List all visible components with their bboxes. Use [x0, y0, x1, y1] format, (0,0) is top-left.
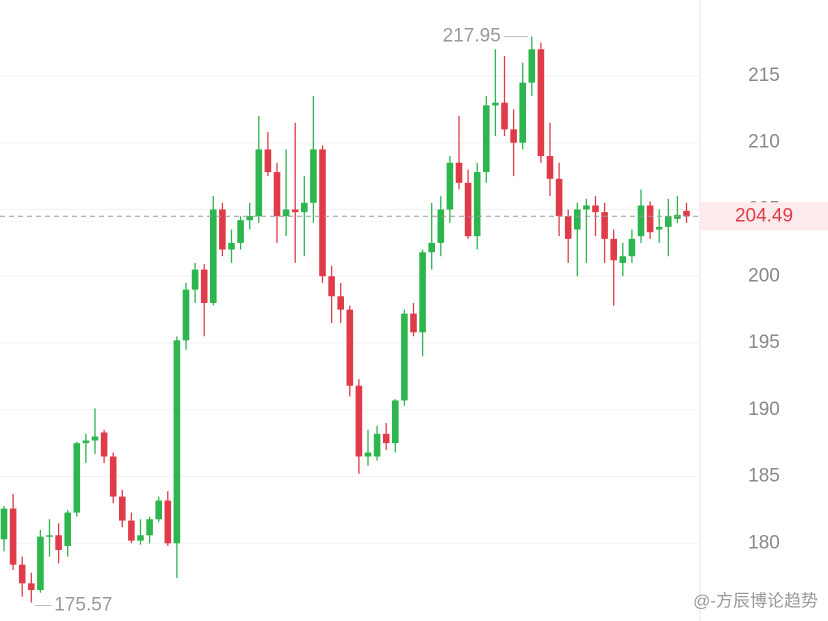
candle-body	[182, 289, 190, 341]
candle-body	[473, 172, 481, 237]
candle-body	[665, 216, 672, 227]
candle-body	[564, 216, 572, 239]
candle-body	[419, 252, 426, 333]
candle-body	[528, 49, 536, 83]
candle-body	[219, 209, 226, 250]
candle-body	[28, 583, 35, 591]
candle-body	[537, 49, 545, 157]
candle-body	[410, 313, 417, 333]
candle-body	[319, 149, 326, 277]
candle-body	[646, 205, 654, 233]
candle-body	[282, 209, 290, 217]
candle-body	[628, 238, 636, 257]
candle-body	[146, 519, 153, 536]
candle-body	[446, 162, 454, 210]
max-label: 217.95	[443, 26, 501, 47]
candle-body	[492, 102, 499, 106]
y-tick-label: 200	[748, 265, 780, 286]
candle-body	[574, 209, 581, 230]
candle-body	[228, 242, 235, 250]
candle-body	[464, 182, 472, 237]
candle-body	[255, 149, 263, 217]
last-price-box	[700, 202, 828, 231]
candle-body	[364, 452, 372, 457]
candle-body	[291, 209, 299, 213]
candle-body	[155, 500, 162, 520]
y-tick-label: 190	[748, 399, 780, 420]
candle-body	[46, 535, 53, 537]
candle-body	[601, 212, 608, 239]
candle-body	[246, 216, 253, 221]
candle-body	[237, 220, 244, 243]
y-tick-label: 185	[748, 466, 780, 487]
candle-body	[674, 214, 681, 219]
candle-body	[401, 313, 408, 401]
y-tick-label: 195	[748, 332, 780, 353]
candle-body	[200, 269, 208, 303]
candle-body	[592, 205, 599, 213]
candle-body	[273, 172, 281, 217]
candle-body	[337, 296, 344, 310]
candle-body	[18, 564, 26, 584]
candle-body	[164, 500, 172, 544]
candle-body	[346, 309, 354, 386]
candle-body	[373, 433, 381, 457]
candle-body	[619, 256, 627, 263]
candle-body	[437, 209, 445, 243]
candle-body	[555, 178, 563, 217]
candle-body	[583, 205, 590, 210]
candle-body	[55, 535, 62, 550]
candle-body	[428, 242, 435, 253]
candle-body	[64, 512, 71, 546]
candle-body	[501, 102, 508, 130]
candle-body	[310, 149, 317, 203]
candle-body	[510, 129, 517, 143]
candle-body	[210, 209, 217, 303]
candle-body	[0, 508, 8, 540]
candle-body	[9, 508, 17, 565]
candle-body	[546, 156, 554, 179]
candle-body	[610, 238, 617, 261]
watermark: @-方辰博论趋势	[693, 591, 818, 610]
candle-body	[683, 210, 690, 217]
y-tick-label: 210	[748, 132, 780, 153]
y-tick-label: 180	[748, 532, 780, 553]
candle-body	[91, 436, 99, 441]
candle-body	[483, 105, 490, 173]
candle-body	[82, 440, 90, 444]
candle-body	[109, 456, 117, 497]
last-price-label: 204.49	[735, 205, 793, 226]
candle-body	[37, 536, 44, 591]
candle-body	[301, 202, 308, 213]
candle-body	[264, 149, 272, 173]
candle-body	[655, 226, 663, 230]
candle-body	[382, 433, 390, 444]
candle-body	[328, 276, 335, 297]
candle-body	[637, 205, 645, 237]
candle-body	[355, 385, 363, 457]
min-label: 175.57	[54, 594, 112, 615]
y-tick-label: 215	[748, 65, 780, 86]
candle-body	[191, 269, 199, 290]
candle-body	[100, 432, 108, 457]
candle-body	[455, 162, 463, 183]
candle-body	[73, 443, 81, 513]
candle-body	[519, 82, 526, 143]
candle-body	[173, 340, 181, 544]
candle-body	[392, 400, 399, 444]
candle-body	[137, 535, 144, 541]
candle-body	[119, 496, 126, 521]
candle-body	[128, 520, 135, 541]
